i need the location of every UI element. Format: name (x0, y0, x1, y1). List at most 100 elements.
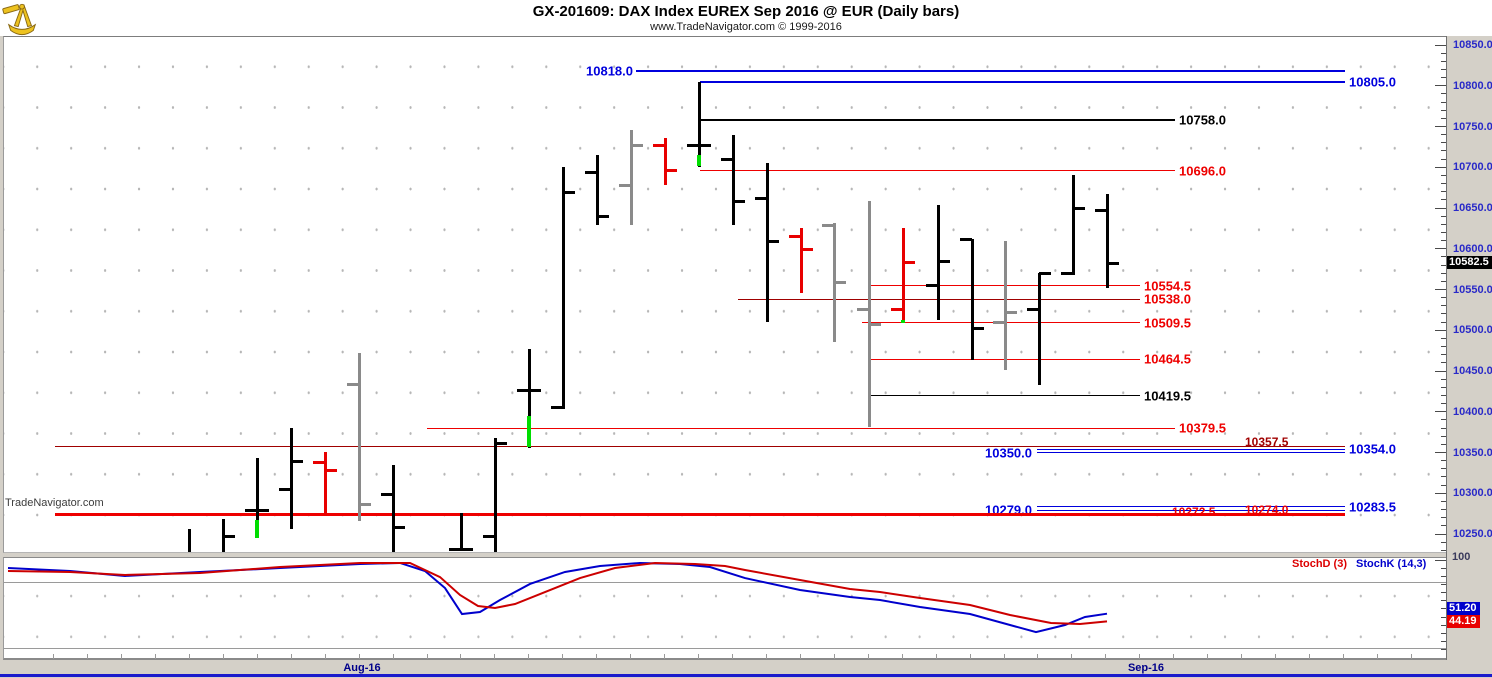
date-slot-tick (1037, 654, 1039, 659)
bar-close-tick (938, 260, 950, 264)
price-axis-tick (1435, 370, 1446, 372)
level-label: 10379.5 (1179, 420, 1226, 436)
price-axis-tick (1435, 44, 1446, 46)
price-bar (891, 227, 915, 323)
date-slot-tick (765, 654, 767, 659)
bar-close-tick (631, 143, 643, 147)
price-axis-tick (1441, 427, 1446, 429)
price-axis-tick (1441, 378, 1446, 380)
price-bar (245, 458, 269, 539)
stoch-axis-tick (1441, 632, 1446, 634)
price-axis-tick (1441, 93, 1446, 95)
price-axis-tick (1441, 134, 1446, 136)
bar-stem (1105, 194, 1109, 288)
level-label: 10509.5 (1144, 315, 1191, 330)
price-axis-tick (1435, 452, 1446, 453)
price-axis-tick (1435, 207, 1446, 209)
price-bar (687, 81, 711, 168)
bar-open-tick (653, 143, 665, 147)
level-line (1037, 448, 1345, 450)
price-chart-panel[interactable] (3, 36, 1446, 553)
date-axis-label: Aug-16 (343, 662, 381, 674)
price-bar (483, 437, 507, 552)
bar-close-tick (1039, 271, 1051, 275)
level-label: 10274.0 (1245, 503, 1289, 518)
date-slot-tick (969, 654, 971, 659)
price-axis-tick (1441, 509, 1446, 511)
price-bar (653, 137, 677, 186)
bar-close-tick (1005, 310, 1017, 314)
bar-close-tick (223, 534, 235, 538)
price-axis-tick (1441, 525, 1446, 527)
price-axis-tick (1441, 460, 1446, 462)
price-bar (347, 353, 371, 521)
bar-open-tick (926, 283, 938, 287)
bar-close-tick (325, 468, 337, 472)
bar-open-tick (1027, 308, 1039, 312)
price-axis-strip[interactable] (1446, 36, 1492, 660)
bar-close-tick (1107, 261, 1119, 265)
price-axis-tick (1441, 215, 1446, 217)
price-axis-tick (1441, 476, 1446, 478)
level-line (427, 427, 1175, 430)
price-axis-tick (1441, 158, 1446, 160)
price-axis-tick (1435, 126, 1446, 127)
level-label: 10696.0 (1179, 163, 1226, 178)
bar-stem (1037, 273, 1041, 385)
level-line (700, 119, 1175, 121)
bar-open-tick (1061, 271, 1073, 275)
stoch-axis-tick (1441, 641, 1446, 642)
date-slot-tick (87, 654, 89, 659)
bar-stem (493, 437, 497, 552)
price-axis-tick (1441, 231, 1446, 233)
price-axis-tick (1441, 297, 1446, 299)
stochastic-panel[interactable] (3, 557, 1446, 660)
price-axis-tick (1441, 280, 1446, 282)
date-slot-tick (324, 654, 326, 659)
sextant-icon (2, 1, 42, 42)
date-slot-tick (121, 654, 123, 659)
bar-open-tick (619, 184, 631, 188)
price-bar (619, 130, 643, 226)
stochastic-curves (7, 561, 1108, 634)
bar-open-tick (279, 488, 291, 492)
bar-stem (595, 155, 599, 226)
date-axis-label: Sep-16 (1127, 662, 1165, 674)
price-axis-label: 10750.0 (1453, 120, 1492, 133)
bar-stem (323, 451, 327, 516)
price-axis-tick (1441, 60, 1446, 62)
price-axis-tick (1441, 517, 1446, 519)
bar-open-tick (517, 389, 529, 393)
date-slot-tick (1275, 654, 1277, 659)
price-axis-tick (1441, 305, 1446, 307)
level-line (55, 445, 1345, 447)
price-axis-tick (1441, 500, 1446, 502)
level-line (1037, 506, 1345, 508)
price-axis-tick (1441, 362, 1446, 364)
bar-close-tick (461, 548, 473, 552)
level-label: 10464.5 (1144, 351, 1191, 367)
price-bar (1095, 194, 1119, 288)
bar-close-tick (597, 214, 609, 218)
stochastic-axis-top-label: 100 (1452, 551, 1471, 563)
price-axis-tick (1441, 321, 1446, 323)
price-bar (449, 512, 473, 552)
price-axis-tick (1441, 541, 1446, 543)
level-label: 10419.5 (1144, 388, 1191, 404)
price-axis-label: 10800.0 (1453, 79, 1492, 92)
stoch-axis-tick (1441, 592, 1446, 594)
bar-open-tick (993, 321, 1005, 325)
price-axis-tick (1441, 549, 1446, 551)
price-axis-tick (1441, 150, 1446, 152)
date-slot-tick (528, 654, 530, 659)
price-axis-label: 10450.0 (1453, 365, 1492, 377)
bar-stem (459, 512, 463, 550)
price-bar (517, 349, 541, 448)
bar-stem (970, 238, 974, 360)
price-axis-tick (1441, 77, 1446, 79)
bar-close-tick (767, 239, 779, 243)
price-axis-tick (1441, 313, 1446, 315)
price-bar (789, 227, 813, 294)
date-slot-tick (1241, 654, 1243, 659)
